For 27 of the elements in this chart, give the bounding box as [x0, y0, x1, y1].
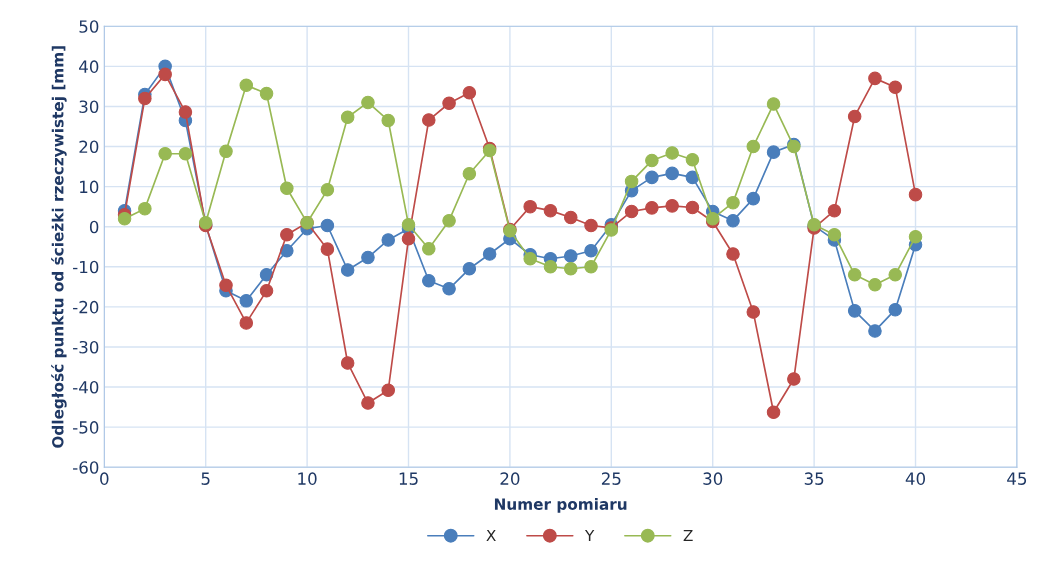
x-tick-label: 15	[399, 472, 418, 485]
y-tick-label: -30	[73, 340, 99, 354]
x-tick-label: 40	[905, 472, 926, 485]
y-tick-label: 40	[79, 60, 99, 73]
y-tick-label: 20	[79, 140, 99, 154]
y-tick-label: -50	[73, 421, 99, 434]
x-axis-title: Numer pomiaru	[494, 498, 627, 513]
x-tick-label: 0	[100, 472, 109, 485]
legend-label: Z	[683, 529, 693, 542]
legend-label: Y	[584, 529, 595, 542]
x-tick-label: 30	[703, 472, 723, 485]
x-tick-label: 5	[201, 472, 210, 485]
y-tick-label: -40	[73, 380, 99, 394]
x-tick-label: 10	[298, 472, 317, 485]
y-tick-label: 50	[79, 20, 99, 33]
y-tick-label: -60	[73, 461, 99, 474]
y-tick-label: 30	[79, 100, 99, 114]
y-tick-label: 10	[80, 180, 99, 194]
x-tick-label: 35	[804, 472, 824, 485]
legend-label: X	[486, 529, 496, 542]
x-tick-label: 20	[500, 472, 520, 485]
x-tick-label: 45	[1007, 472, 1027, 485]
x-tick-label: 25	[601, 472, 621, 485]
y-tick-label: 0	[89, 220, 99, 234]
y-axis-title: Odległość punktu od ścieżki rzeczywistej [mm]	[51, 46, 67, 448]
y-tick-label: -10	[73, 260, 99, 274]
y-tick-label: -20	[73, 300, 99, 314]
